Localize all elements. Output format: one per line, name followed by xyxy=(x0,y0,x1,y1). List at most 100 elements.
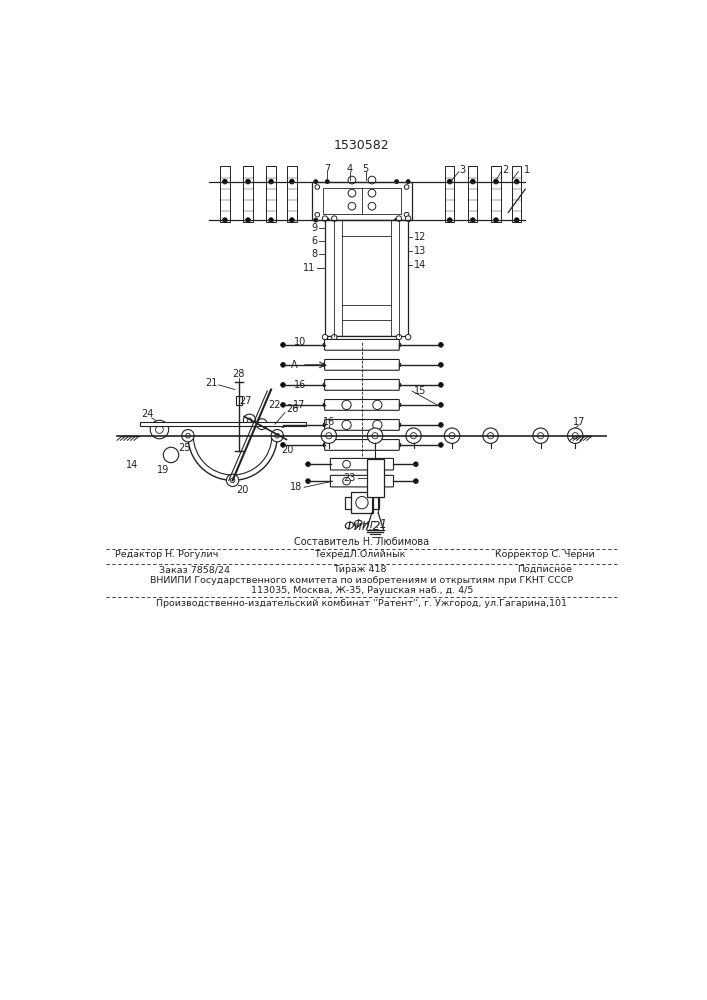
Circle shape xyxy=(281,403,286,407)
Circle shape xyxy=(396,443,401,447)
Text: ТехредЛ.Олийнык: ТехредЛ.Олийнык xyxy=(314,550,405,559)
Circle shape xyxy=(315,185,320,189)
Circle shape xyxy=(314,180,317,184)
Bar xyxy=(366,459,383,497)
Circle shape xyxy=(343,477,351,485)
Circle shape xyxy=(368,202,376,210)
Circle shape xyxy=(449,433,455,439)
Bar xyxy=(327,336,397,343)
Text: A: A xyxy=(291,360,298,370)
Circle shape xyxy=(281,383,286,387)
Text: Корректор С. Черни: Корректор С. Черни xyxy=(495,550,595,559)
Circle shape xyxy=(323,343,327,347)
Bar xyxy=(221,166,230,222)
Bar xyxy=(267,166,276,222)
Text: 1: 1 xyxy=(524,165,530,175)
FancyBboxPatch shape xyxy=(325,400,399,410)
Text: 10: 10 xyxy=(293,337,305,347)
Circle shape xyxy=(471,179,475,184)
Text: 11: 11 xyxy=(303,263,315,273)
Text: 12: 12 xyxy=(414,232,426,242)
Circle shape xyxy=(326,433,332,439)
Circle shape xyxy=(150,420,169,439)
Circle shape xyxy=(343,460,351,468)
Circle shape xyxy=(223,218,227,222)
Circle shape xyxy=(323,363,327,367)
Circle shape xyxy=(448,218,452,222)
Bar xyxy=(491,166,501,222)
Text: 16: 16 xyxy=(322,417,335,427)
Circle shape xyxy=(315,212,320,217)
Bar xyxy=(243,166,252,222)
Circle shape xyxy=(269,179,274,184)
Text: 24: 24 xyxy=(141,409,154,419)
Circle shape xyxy=(372,433,378,439)
Circle shape xyxy=(186,433,190,438)
Circle shape xyxy=(396,334,402,340)
Circle shape xyxy=(246,179,250,184)
Text: 26: 26 xyxy=(286,404,299,414)
Circle shape xyxy=(537,433,544,439)
Bar xyxy=(235,396,242,405)
Text: ВНИИПИ Государственного комитета по изобретениям и открытиям при ГКНТ СССР: ВНИИПИ Государственного комитета по изоб… xyxy=(151,576,573,585)
Circle shape xyxy=(471,218,475,222)
Circle shape xyxy=(271,430,284,442)
Text: 113035, Москва, Ж-35, Раушская наб., д. 4/5: 113035, Москва, Ж-35, Раушская наб., д. … xyxy=(251,586,473,595)
Circle shape xyxy=(395,218,399,222)
Text: 8: 8 xyxy=(311,249,317,259)
Circle shape xyxy=(493,218,498,222)
Text: Производственно-издательский комбинат ''Pатент'', г. Ужгород, ул.Гагарина,101: Производственно-издательский комбинат ''… xyxy=(156,599,568,608)
Circle shape xyxy=(163,447,179,463)
Circle shape xyxy=(396,423,401,427)
Circle shape xyxy=(404,212,409,217)
Bar xyxy=(445,166,455,222)
Circle shape xyxy=(348,176,356,184)
Circle shape xyxy=(257,419,267,430)
Circle shape xyxy=(438,423,443,427)
Circle shape xyxy=(396,383,401,387)
Circle shape xyxy=(342,400,351,410)
Text: 20: 20 xyxy=(236,485,249,495)
Text: 17: 17 xyxy=(293,400,305,410)
Circle shape xyxy=(405,216,411,221)
Circle shape xyxy=(305,479,310,483)
Circle shape xyxy=(448,179,452,184)
Circle shape xyxy=(243,414,256,426)
Circle shape xyxy=(438,343,443,347)
Circle shape xyxy=(438,383,443,387)
FancyBboxPatch shape xyxy=(330,458,394,470)
Bar xyxy=(512,166,521,222)
Text: 17: 17 xyxy=(573,417,585,427)
Circle shape xyxy=(325,180,329,184)
Circle shape xyxy=(406,428,421,443)
Circle shape xyxy=(156,426,163,433)
Bar xyxy=(140,422,305,426)
Circle shape xyxy=(515,179,519,184)
Circle shape xyxy=(230,478,235,483)
Text: 21: 21 xyxy=(205,378,217,388)
Text: 7: 7 xyxy=(325,164,330,174)
Text: 13: 13 xyxy=(414,246,426,256)
Text: Тираж 418: Тираж 418 xyxy=(333,565,387,574)
Circle shape xyxy=(305,462,310,466)
Circle shape xyxy=(281,363,286,367)
Circle shape xyxy=(281,343,286,347)
Circle shape xyxy=(332,334,337,340)
Circle shape xyxy=(396,216,402,221)
Text: Заказ 7858/24: Заказ 7858/24 xyxy=(160,565,230,574)
Circle shape xyxy=(373,400,382,410)
Circle shape xyxy=(322,216,327,221)
Text: 18: 18 xyxy=(290,482,302,492)
Circle shape xyxy=(396,403,401,407)
Circle shape xyxy=(323,383,327,387)
Text: 14: 14 xyxy=(414,260,426,270)
Text: Фиг.1: Фиг.1 xyxy=(352,518,387,531)
Circle shape xyxy=(438,363,443,367)
Circle shape xyxy=(290,218,294,222)
Bar xyxy=(287,166,296,222)
Text: 5: 5 xyxy=(363,164,369,174)
Circle shape xyxy=(533,428,549,443)
Circle shape xyxy=(444,428,460,443)
Circle shape xyxy=(281,423,286,427)
Text: 4: 4 xyxy=(346,164,353,174)
